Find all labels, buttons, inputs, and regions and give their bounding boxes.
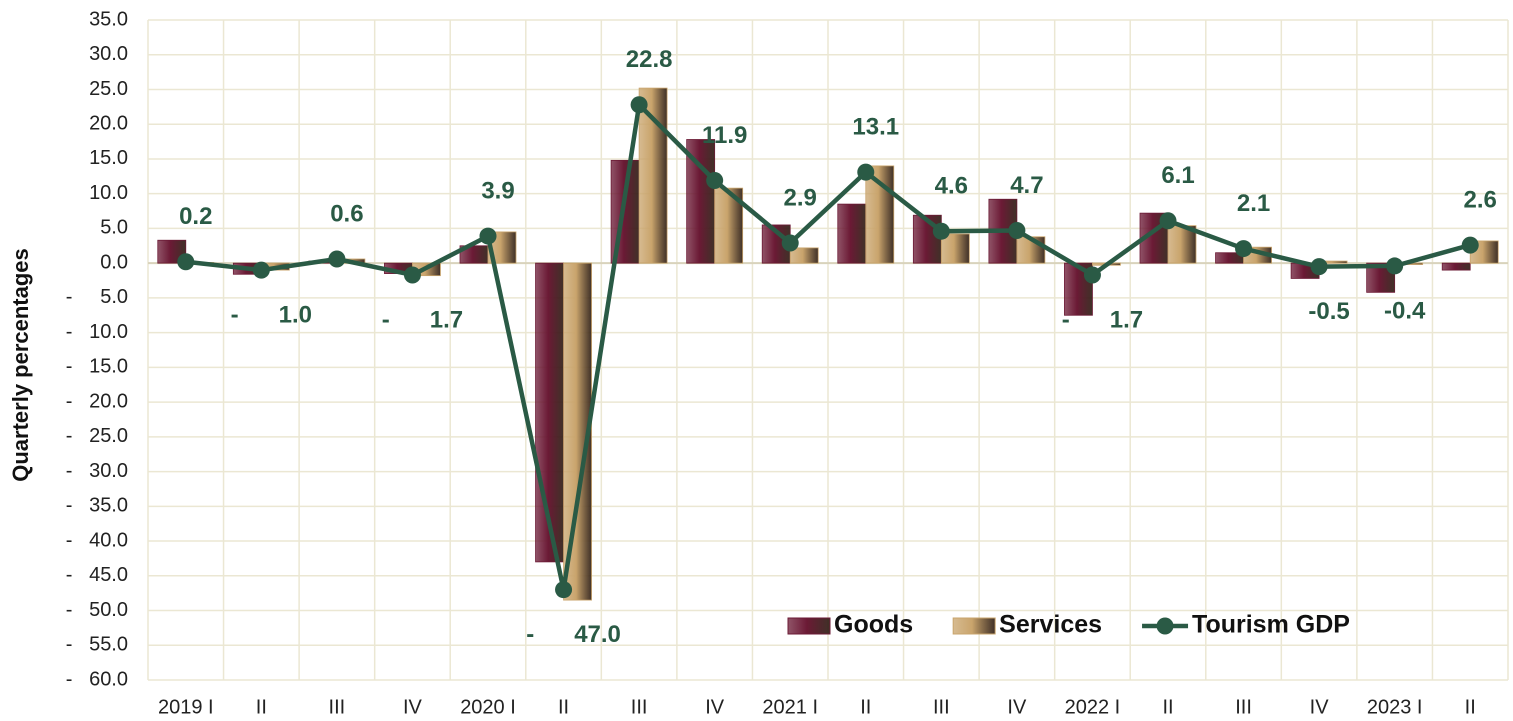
line-point xyxy=(1386,257,1404,275)
line-point xyxy=(177,253,195,271)
y-tick-label: - 20.0 xyxy=(66,390,128,412)
line-point xyxy=(328,250,346,268)
data-label: 2.6 xyxy=(1464,186,1497,213)
data-label: - 1.0 xyxy=(231,301,312,328)
x-tick-label: 2022 I xyxy=(1065,696,1121,718)
x-tick-label: III xyxy=(329,696,346,718)
line-point xyxy=(857,163,875,181)
y-tick-label: 5.0 xyxy=(100,217,128,239)
x-tick-label: II xyxy=(558,696,569,718)
x-tick-label: III xyxy=(631,696,648,718)
x-tick-label: II xyxy=(1162,696,1173,718)
line-point xyxy=(252,261,270,279)
y-tick-label: 30.0 xyxy=(89,43,128,65)
y-tick-label: 20.0 xyxy=(89,112,128,134)
line-point xyxy=(1159,212,1177,230)
legend-label: Goods xyxy=(834,611,913,639)
legend-swatch xyxy=(1156,617,1174,635)
y-tick-label: 0.0 xyxy=(100,251,128,273)
y-tick-label: - 15.0 xyxy=(66,356,128,378)
line-point xyxy=(706,171,724,189)
y-axis-title: Quarterly percentages xyxy=(8,248,33,482)
line-point xyxy=(1461,236,1479,254)
bar xyxy=(1167,225,1197,264)
bar xyxy=(638,87,668,264)
y-tick-label: - 55.0 xyxy=(66,634,128,656)
legend-label: Services xyxy=(999,611,1102,639)
bar xyxy=(940,233,970,264)
line-point xyxy=(1235,240,1253,258)
data-label: 11.9 xyxy=(702,122,747,149)
data-label: 2.1 xyxy=(1237,190,1270,217)
x-tick-label: 2020 I xyxy=(460,696,516,718)
data-label: 0.2 xyxy=(179,203,212,230)
y-tick-label: - 5.0 xyxy=(66,286,128,308)
data-label: 2.9 xyxy=(784,184,817,211)
x-tick-label: 2023 I xyxy=(1367,696,1423,718)
y-tick-label: - 25.0 xyxy=(66,425,128,447)
x-tick-label: IV xyxy=(1310,696,1330,718)
line-point xyxy=(1008,222,1026,240)
bar xyxy=(535,262,564,563)
legend-label: Tourism GDP xyxy=(1192,611,1350,639)
x-tick-label: II xyxy=(256,696,267,718)
line-point xyxy=(403,266,421,284)
line-point xyxy=(932,222,950,240)
line-point xyxy=(1083,266,1101,284)
line-point xyxy=(479,227,497,245)
y-tick-label: - 45.0 xyxy=(66,564,128,586)
data-label: 13.1 xyxy=(852,113,899,140)
y-tick-label: - 35.0 xyxy=(66,495,128,517)
data-label: 22.8 xyxy=(626,46,673,73)
y-tick-label: 35.0 xyxy=(89,8,128,30)
x-tick-label: III xyxy=(1235,696,1252,718)
bar xyxy=(789,247,819,264)
data-label: 4.6 xyxy=(935,173,968,200)
line xyxy=(185,102,1471,592)
line-point xyxy=(1310,258,1328,276)
data-label: 3.9 xyxy=(481,177,514,204)
y-tick-label: 10.0 xyxy=(89,182,128,204)
y-tick-label: - 10.0 xyxy=(66,321,128,343)
line-point xyxy=(555,581,573,599)
bar xyxy=(912,214,942,264)
bar xyxy=(1441,262,1471,271)
y-tick-label: 15.0 xyxy=(89,147,128,169)
data-label: - 47.0 xyxy=(526,621,621,648)
y-tick-label: - 30.0 xyxy=(66,460,128,482)
x-tick-label: III xyxy=(933,696,950,718)
x-tick-label: 2021 I xyxy=(762,696,818,718)
y-tick-label: 25.0 xyxy=(89,78,128,100)
x-tick-label: II xyxy=(1465,696,1476,718)
x-tick-label: 2019 I xyxy=(158,696,214,718)
data-label: 6.1 xyxy=(1161,162,1194,189)
x-tick-label: II xyxy=(860,696,871,718)
bar xyxy=(837,203,867,264)
data-label: -0.5 xyxy=(1308,298,1349,325)
data-label: 4.7 xyxy=(1010,172,1043,199)
data-label: - 1.7 xyxy=(1062,306,1143,333)
data-label: 0.6 xyxy=(330,200,363,227)
line-point xyxy=(781,234,799,252)
data-label: - 1.7 xyxy=(382,306,463,333)
line-point xyxy=(630,96,648,114)
legend-swatch xyxy=(787,617,831,635)
data-label: -0.4 xyxy=(1384,297,1426,324)
x-tick-label: IV xyxy=(403,696,423,718)
y-tick-label: - 60.0 xyxy=(66,668,128,690)
x-tick-label: IV xyxy=(705,696,725,718)
y-tick-label: - 50.0 xyxy=(66,599,128,621)
x-tick-label: IV xyxy=(1007,696,1027,718)
y-tick-label: - 40.0 xyxy=(66,529,128,551)
legend-swatch xyxy=(952,617,996,635)
